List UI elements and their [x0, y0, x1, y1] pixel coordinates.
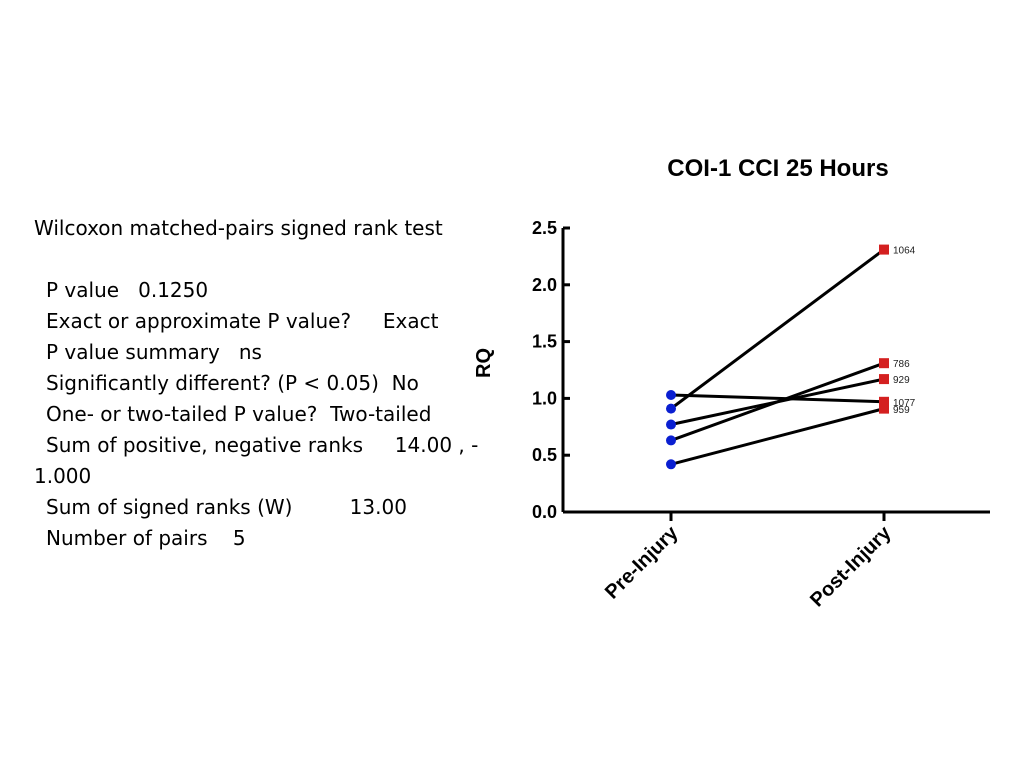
stat-label: P value summary: [46, 340, 220, 364]
pre-injury-point: [666, 403, 676, 414]
stat-label: Sum of positive, negative ranks: [46, 433, 363, 457]
chart-title: COI-1 CCI 25 Hours: [667, 155, 888, 182]
point-label: 1077: [893, 398, 916, 409]
y-axis-label: RQ: [473, 348, 495, 378]
stat-value: No: [391, 371, 419, 395]
point-label: 929: [893, 375, 910, 386]
post-injury-point: [879, 358, 889, 369]
pair-line: [670, 377, 885, 426]
y-tick-label: 0.0: [532, 502, 557, 522]
post-injury-point: [879, 374, 889, 385]
post-injury-point: [879, 403, 889, 414]
stat-row: Significantly different? (P < 0.05) No: [34, 368, 484, 399]
stat-row: Sum of signed ranks (W) 13.00: [34, 492, 484, 523]
pair-line: [670, 248, 885, 410]
stat-label: P value: [46, 278, 120, 302]
point-label: 786: [893, 359, 910, 370]
stat-value: ns: [238, 340, 262, 364]
y-tick-label: 1.5: [532, 332, 557, 352]
pre-injury-point: [666, 419, 676, 430]
pre-injury-point: [666, 435, 676, 446]
stat-row: One- or two-tailed P value? Two-tailed: [34, 399, 484, 430]
stat-row: Sum of positive, negative ranks 14.00 , …: [34, 430, 484, 461]
point-label: 1064: [893, 246, 916, 257]
pair-line: [670, 393, 885, 404]
stat-row-continuation: 1.000: [34, 461, 484, 492]
y-tick-label: 0.5: [532, 445, 557, 465]
stat-value: 5: [232, 526, 246, 550]
x-tick-label: Pre-Injury: [601, 521, 683, 603]
stat-label: Sum of signed ranks (W): [46, 495, 293, 519]
y-tick-label: 2.0: [532, 275, 557, 295]
stat-value: Two-tailed: [330, 402, 432, 426]
stat-value: 0.1250: [138, 278, 209, 302]
test-name: Wilcoxon matched-pairs signed rank test: [34, 216, 443, 240]
points: [666, 244, 889, 470]
post-injury-point: [879, 396, 889, 407]
y-tick-label: 2.5: [532, 218, 557, 238]
y-ticks: 0.0 0.5 1.0 1.5 2.0 2.5: [532, 218, 570, 522]
x-tick-label: Post-Injury: [806, 521, 896, 611]
x-ticks: Pre-Injury Post-Injury: [601, 512, 896, 611]
y-tick-label: 1.0: [532, 388, 557, 408]
point-label: 959: [893, 405, 910, 416]
stat-value: 13.00: [349, 495, 407, 519]
stat-value: Exact: [382, 309, 439, 333]
stat-label: Significantly different? (P < 0.05): [46, 371, 379, 395]
stat-label: One- or two-tailed P value?: [46, 402, 318, 426]
stat-row: P value 0.1250: [34, 275, 484, 306]
stat-value: 1.000: [34, 464, 92, 488]
stat-value: 14.00 , -: [394, 433, 479, 457]
stat-label: Number of pairs: [46, 526, 208, 550]
stat-label: Exact or approximate P value?: [46, 309, 352, 333]
stats-panel: Wilcoxon matched-pairs signed rank test …: [34, 213, 484, 554]
pair-line: [670, 407, 885, 466]
stat-row: P value summary ns: [34, 337, 484, 368]
post-injury-point: [879, 244, 889, 255]
pre-injury-point: [666, 459, 676, 470]
stat-row: Exact or approximate P value? Exact: [34, 306, 484, 337]
pre-injury-point: [666, 389, 676, 400]
stat-row: Number of pairs 5: [34, 523, 484, 554]
pair-lines: [670, 248, 885, 466]
